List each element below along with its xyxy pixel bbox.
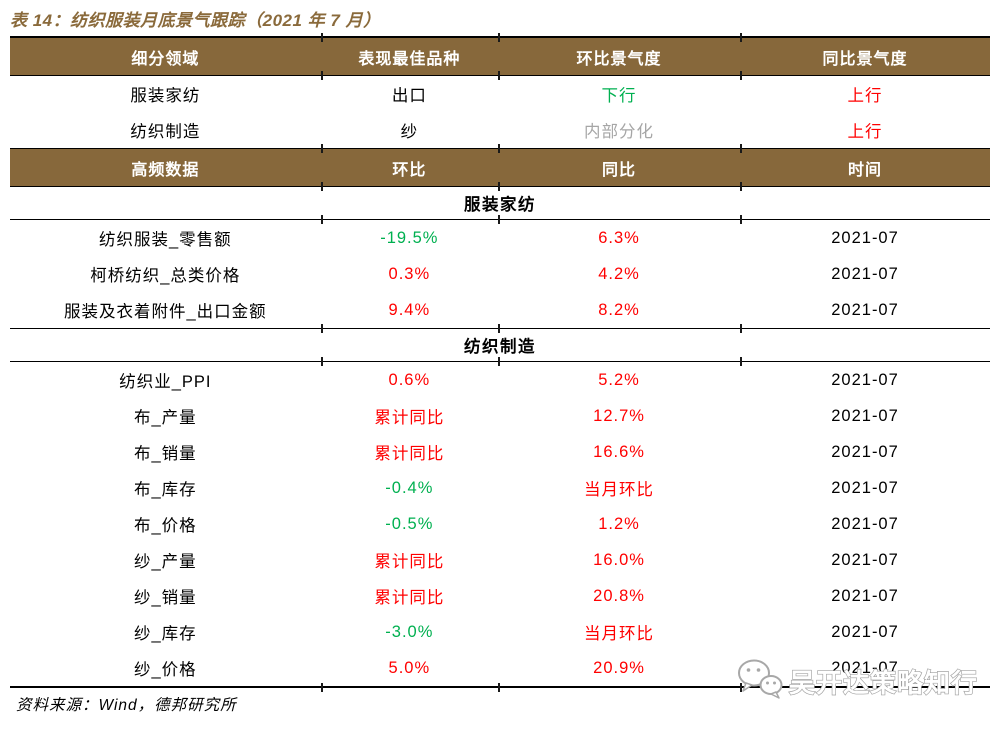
indicator-name: 布_销量 (133, 445, 197, 463)
column-header: 时间 (848, 161, 883, 179)
prosperity-table: 细分领域 表现最佳品种 环比景气度 同比景气度 服装家纺 出口 下行 上行 纺织… (10, 33, 990, 692)
column-header: 表现最佳品种 (358, 50, 461, 68)
time-value: 2021-07 (831, 228, 899, 247)
time-value: 2021-07 (831, 550, 899, 569)
mom-value: 0.3% (388, 264, 431, 283)
table-row: 布_销量 累计同比 16.6% 2021-07 (10, 434, 990, 470)
summary-row: 服装家纺 出口 下行 上行 (10, 76, 990, 112)
yoy-trend: 上行 (847, 87, 883, 105)
table-row: 服装及衣着附件_出口金额 9.4% 8.2% 2021-07 (10, 292, 990, 328)
yoy-trend: 上行 (847, 123, 883, 141)
column-header: 细分领域 (131, 50, 200, 68)
divider (10, 182, 990, 191)
time-value: 2021-07 (831, 442, 899, 461)
section-header: 服装家纺 (464, 196, 536, 214)
yoy-value: 当月环比 (584, 481, 655, 499)
indicator-name: 柯桥纺织_总类价格 (90, 267, 241, 285)
table-row: 纺织业_PPI 0.6% 5.2% 2021-07 (10, 362, 990, 398)
detail-header-row: 高频数据 环比 同比 时间 (10, 149, 990, 186)
indicator-name: 布_产量 (133, 409, 197, 427)
yoy-value: 当月环比 (584, 625, 655, 643)
yoy-value: 16.0% (593, 550, 645, 569)
indicator-name: 纱_产量 (133, 553, 197, 571)
yoy-value: 1.2% (598, 514, 640, 533)
column-header: 同比 (602, 161, 637, 179)
indicator-name: 纺织服装_零售额 (98, 231, 232, 249)
table-row: 纱_销量 累计同比 20.8% 2021-07 (10, 578, 990, 614)
table-row: 布_产量 累计同比 12.7% 2021-07 (10, 398, 990, 434)
mom-trend: 下行 (601, 87, 637, 105)
mom-value: 累计同比 (374, 409, 445, 427)
indicator-name: 纱_销量 (133, 589, 197, 607)
mom-value: 累计同比 (374, 445, 445, 463)
divider (10, 357, 990, 366)
divider (10, 683, 990, 692)
indicator-name: 布_价格 (133, 517, 197, 535)
column-header: 环比景气度 (576, 50, 662, 68)
summary-row: 纺织制造 纱 内部分化 上行 (10, 112, 990, 148)
section-header: 纺织制造 (464, 338, 536, 356)
watermark: 吴开达策略知行 (736, 658, 978, 705)
time-value: 2021-07 (831, 300, 899, 319)
indicator-name: 纺织业_PPI (119, 373, 212, 391)
table-row: 布_库存 -0.4% 当月环比 2021-07 (10, 470, 990, 506)
time-value: 2021-07 (831, 406, 899, 425)
divider (10, 33, 990, 42)
yoy-value: 8.2% (598, 300, 640, 319)
best-variety: 纱 (400, 123, 419, 141)
time-value: 2021-07 (831, 264, 899, 283)
mom-trend: 内部分化 (584, 123, 655, 141)
segment-name: 服装家纺 (130, 87, 201, 105)
mom-value: -19.5% (380, 228, 439, 247)
best-variety: 出口 (391, 87, 427, 105)
time-value: 2021-07 (831, 658, 899, 677)
yoy-value: 20.8% (593, 586, 645, 605)
mom-value: 5.0% (388, 658, 431, 677)
column-header: 高频数据 (131, 161, 200, 179)
table-row: 柯桥纺织_总类价格 0.3% 4.2% 2021-07 (10, 256, 990, 292)
yoy-value: 6.3% (598, 228, 640, 247)
indicator-name: 布_库存 (133, 481, 197, 499)
divider (10, 144, 990, 153)
mom-value: 累计同比 (374, 553, 445, 571)
table-row: 纱_价格 5.0% 20.9% 2021-07 (10, 650, 990, 686)
yoy-value: 4.2% (598, 264, 640, 283)
table-row: 布_价格 -0.5% 1.2% 2021-07 (10, 506, 990, 542)
mom-value: -3.0% (385, 622, 434, 641)
mom-value: 累计同比 (374, 589, 445, 607)
mom-value: -0.5% (385, 514, 434, 533)
yoy-value: 16.6% (593, 442, 645, 461)
watermark-text: 吴开达策略知行 (788, 667, 979, 698)
divider (10, 215, 990, 224)
yoy-value: 20.9% (593, 658, 645, 677)
time-value: 2021-07 (831, 514, 899, 533)
indicator-name: 纱_价格 (133, 661, 197, 679)
mom-value: 9.4% (388, 300, 431, 319)
indicator-name: 纱_库存 (133, 625, 197, 643)
divider (10, 324, 990, 333)
time-value: 2021-07 (831, 622, 899, 641)
summary-header-row: 细分领域 表现最佳品种 环比景气度 同比景气度 (10, 38, 990, 75)
table-row: 纱_产量 累计同比 16.0% 2021-07 (10, 542, 990, 578)
segment-name: 纺织制造 (130, 123, 201, 141)
page-title: 表 14：纺织服装月底景气跟踪（2021 年 7 月） (10, 11, 381, 30)
time-value: 2021-07 (831, 478, 899, 497)
mom-value: 0.6% (388, 370, 431, 389)
column-header: 同比景气度 (822, 50, 908, 68)
table-row: 纺织服装_零售额 -19.5% 6.3% 2021-07 (10, 220, 990, 256)
table-row: 纱_库存 -3.0% 当月环比 2021-07 (10, 614, 990, 650)
wechat-icon (736, 658, 784, 705)
indicator-name: 服装及衣着附件_出口金额 (63, 303, 267, 321)
time-value: 2021-07 (831, 586, 899, 605)
yoy-value: 5.2% (598, 370, 640, 389)
source-note: 资料来源：Wind，德邦研究所 (16, 697, 237, 714)
mom-value: -0.4% (385, 478, 434, 497)
yoy-value: 12.7% (593, 406, 645, 425)
time-value: 2021-07 (831, 370, 899, 389)
column-header: 环比 (392, 161, 427, 179)
divider (10, 71, 990, 80)
